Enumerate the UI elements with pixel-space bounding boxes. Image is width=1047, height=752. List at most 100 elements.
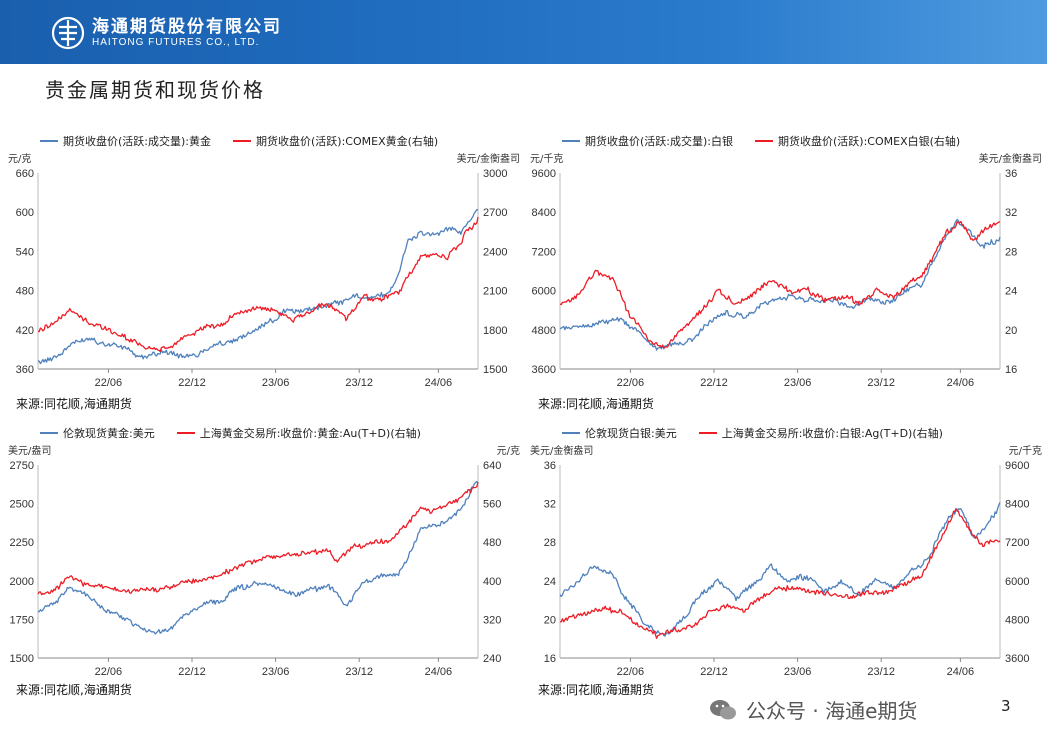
x-tick-label: 23/06 bbox=[262, 666, 290, 678]
left-y-tick-label: 6000 bbox=[532, 286, 556, 298]
left-y-tick-label: 9600 bbox=[532, 168, 556, 180]
right-y-tick-label: 2700 bbox=[483, 207, 507, 219]
watermark-text: 公众号 · 海通e期货 bbox=[746, 699, 918, 723]
legend-label: 伦敦现货白银:美元 bbox=[585, 427, 677, 440]
right-y-tick-label: 8400 bbox=[1005, 499, 1029, 511]
legend-item: 期货收盘价(活跃:成交量):白银 bbox=[562, 133, 733, 149]
chart-plot-area: 36 32 28 24 20 16 9600 8400 7200 6000 4800 3600 22/0… bbox=[544, 460, 1030, 678]
x-tick-label: 23/12 bbox=[867, 666, 895, 678]
left-y-tick-label: 24 bbox=[544, 576, 556, 588]
right-axis-unit: 美元/金衡盎司 bbox=[978, 154, 1042, 165]
right-y-tick-label: 2400 bbox=[483, 246, 507, 258]
right-y-tick-label: 32 bbox=[1005, 207, 1017, 219]
left-y-tick-label: 360 bbox=[16, 364, 34, 376]
right-axis-unit: 美元/金衡盎司 bbox=[456, 154, 520, 165]
left-y-tick-label: 660 bbox=[16, 168, 34, 180]
chart-plot-area: 660 600 540 480 420 360 3000 2700 2400 2100 1800 15… bbox=[16, 168, 508, 389]
x-tick-label: 23/06 bbox=[784, 377, 812, 389]
left-y-tick-label: 2250 bbox=[10, 537, 34, 549]
right-y-tick-label: 20 bbox=[1005, 325, 1017, 337]
x-tick-label: 22/12 bbox=[700, 666, 728, 678]
left-axis-unit: 美元/金衡盎司 bbox=[530, 446, 594, 457]
legend-item: 期货收盘价(活跃):COMEX白银(右轴) bbox=[755, 133, 960, 149]
legend-label: 期货收盘价(活跃:成交量):白银 bbox=[585, 135, 733, 148]
company-name-cn: 海通期货股份有限公司 bbox=[92, 17, 282, 37]
chart-plot-area: 9600 8400 7200 6000 4800 3600 36 32 28 24 20 16 22/0… bbox=[532, 168, 1018, 389]
x-tick-label: 22/12 bbox=[178, 377, 206, 389]
right-y-tick-label: 7200 bbox=[1005, 537, 1029, 549]
chart-panel-silver-futures: 期货收盘价(活跃:成交量):白银 期货收盘价(活跃):COMEX白银(右轴) 元… bbox=[522, 133, 1042, 423]
chart-legend: 伦敦现货白银:美元 上海黄金交易所:收盘价:白银:Ag(T+D)(右轴) bbox=[562, 425, 943, 441]
header-bar: 海通期货股份有限公司 HAITONG FUTURES CO., LTD. bbox=[0, 0, 1047, 64]
legend-item: 期货收盘价(活跃):COMEX黄金(右轴) bbox=[233, 133, 438, 149]
right-y-tick-label: 3000 bbox=[483, 168, 507, 180]
chart-panel-gold-spot: 伦敦现货黄金:美元 上海黄金交易所:收盘价:黄金:Au(T+D)(右轴) 美元/… bbox=[0, 425, 520, 715]
left-y-tick-label: 36 bbox=[544, 460, 556, 472]
right-y-tick-label: 24 bbox=[1005, 286, 1017, 298]
x-tick-label: 23/12 bbox=[867, 377, 895, 389]
legend-item: 期货收盘价(活跃:成交量):黄金 bbox=[40, 133, 211, 149]
x-tick-label: 24/06 bbox=[947, 377, 975, 389]
legend-label: 期货收盘价(活跃):COMEX白银(右轴) bbox=[778, 135, 961, 148]
series-line-red bbox=[37, 482, 479, 596]
right-y-tick-label: 240 bbox=[483, 653, 501, 665]
right-axis-unit: 元/千克 bbox=[1008, 446, 1042, 457]
chart-panel-silver-spot: 伦敦现货白银:美元 上海黄金交易所:收盘价:白银:Ag(T+D)(右轴) 美元/… bbox=[522, 425, 1042, 715]
right-y-tick-label: 9600 bbox=[1005, 460, 1029, 472]
left-y-tick-label: 28 bbox=[544, 537, 556, 549]
left-y-tick-label: 600 bbox=[16, 207, 34, 219]
right-y-tick-label: 400 bbox=[483, 576, 501, 588]
legend-label: 上海黄金交易所:收盘价:黄金:Au(T+D)(右轴) bbox=[199, 427, 421, 440]
right-y-tick-label: 1800 bbox=[483, 325, 507, 337]
series-line-red bbox=[560, 508, 1001, 639]
x-tick-label: 23/06 bbox=[784, 666, 812, 678]
left-y-tick-label: 3600 bbox=[532, 364, 556, 376]
legend-label: 期货收盘价(活跃:成交量):黄金 bbox=[63, 135, 211, 148]
wechat-watermark: 公众号 · 海通e期货 bbox=[708, 695, 917, 724]
x-tick-label: 24/06 bbox=[947, 666, 975, 678]
series-line-blue bbox=[559, 218, 1001, 351]
x-tick-label: 22/06 bbox=[617, 666, 645, 678]
right-y-tick-label: 2100 bbox=[483, 286, 507, 298]
x-tick-label: 22/06 bbox=[95, 666, 123, 678]
series-line-blue bbox=[37, 480, 479, 635]
left-y-tick-label: 420 bbox=[16, 325, 34, 337]
x-tick-label: 24/06 bbox=[425, 666, 453, 678]
right-y-tick-label: 28 bbox=[1005, 246, 1017, 258]
x-tick-label: 23/06 bbox=[262, 377, 290, 389]
left-y-tick-label: 20 bbox=[544, 614, 556, 626]
source-note: 来源:同花顺,海通期货 bbox=[538, 683, 654, 697]
left-y-tick-label: 1500 bbox=[10, 653, 34, 665]
chart-panel-gold-futures: 期货收盘价(活跃:成交量):黄金 期货收盘价(活跃):COMEX黄金(右轴) 元… bbox=[0, 133, 520, 423]
series-line-red bbox=[38, 216, 479, 353]
page-title: 贵金属期货和现货价格 bbox=[45, 78, 265, 102]
x-tick-label: 22/12 bbox=[700, 377, 728, 389]
right-axis-unit: 元/克 bbox=[496, 446, 520, 457]
right-y-tick-label: 480 bbox=[483, 537, 501, 549]
right-y-tick-label: 6000 bbox=[1005, 576, 1029, 588]
right-y-tick-label: 560 bbox=[483, 499, 501, 511]
legend-item: 伦敦现货白银:美元 bbox=[562, 425, 677, 441]
right-y-tick-label: 640 bbox=[483, 460, 501, 472]
chart-legend: 伦敦现货黄金:美元 上海黄金交易所:收盘价:黄金:Au(T+D)(右轴) bbox=[40, 425, 421, 441]
left-y-tick-label: 540 bbox=[16, 246, 34, 258]
left-y-tick-label: 2000 bbox=[10, 576, 34, 588]
company-logo: 海通期货股份有限公司 HAITONG FUTURES CO., LTD. bbox=[50, 11, 282, 55]
left-y-tick-label: 32 bbox=[544, 499, 556, 511]
legend-item: 上海黄金交易所:收盘价:白银:Ag(T+D)(右轴) bbox=[698, 425, 943, 441]
left-y-tick-label: 1750 bbox=[10, 614, 34, 626]
left-y-tick-label: 7200 bbox=[532, 246, 556, 258]
right-y-tick-label: 320 bbox=[483, 614, 501, 626]
source-note: 来源:同花顺,海通期货 bbox=[538, 397, 654, 411]
x-tick-label: 23/12 bbox=[345, 666, 373, 678]
left-axis-unit: 元/千克 bbox=[530, 154, 564, 165]
left-y-tick-label: 2500 bbox=[10, 499, 34, 511]
right-y-tick-label: 4800 bbox=[1005, 614, 1029, 626]
x-tick-label: 22/12 bbox=[178, 666, 206, 678]
chart-legend: 期货收盘价(活跃:成交量):白银 期货收盘价(活跃):COMEX白银(右轴) bbox=[562, 133, 960, 149]
x-tick-label: 23/12 bbox=[345, 377, 373, 389]
x-tick-label: 22/06 bbox=[617, 377, 645, 389]
chart-plot-area: 2750 2500 2250 2000 1750 1500 640 560 480 400 320 2… bbox=[10, 460, 502, 678]
x-tick-label: 22/06 bbox=[95, 377, 123, 389]
legend-label: 上海黄金交易所:收盘价:白银:Ag(T+D)(右轴) bbox=[721, 427, 943, 440]
